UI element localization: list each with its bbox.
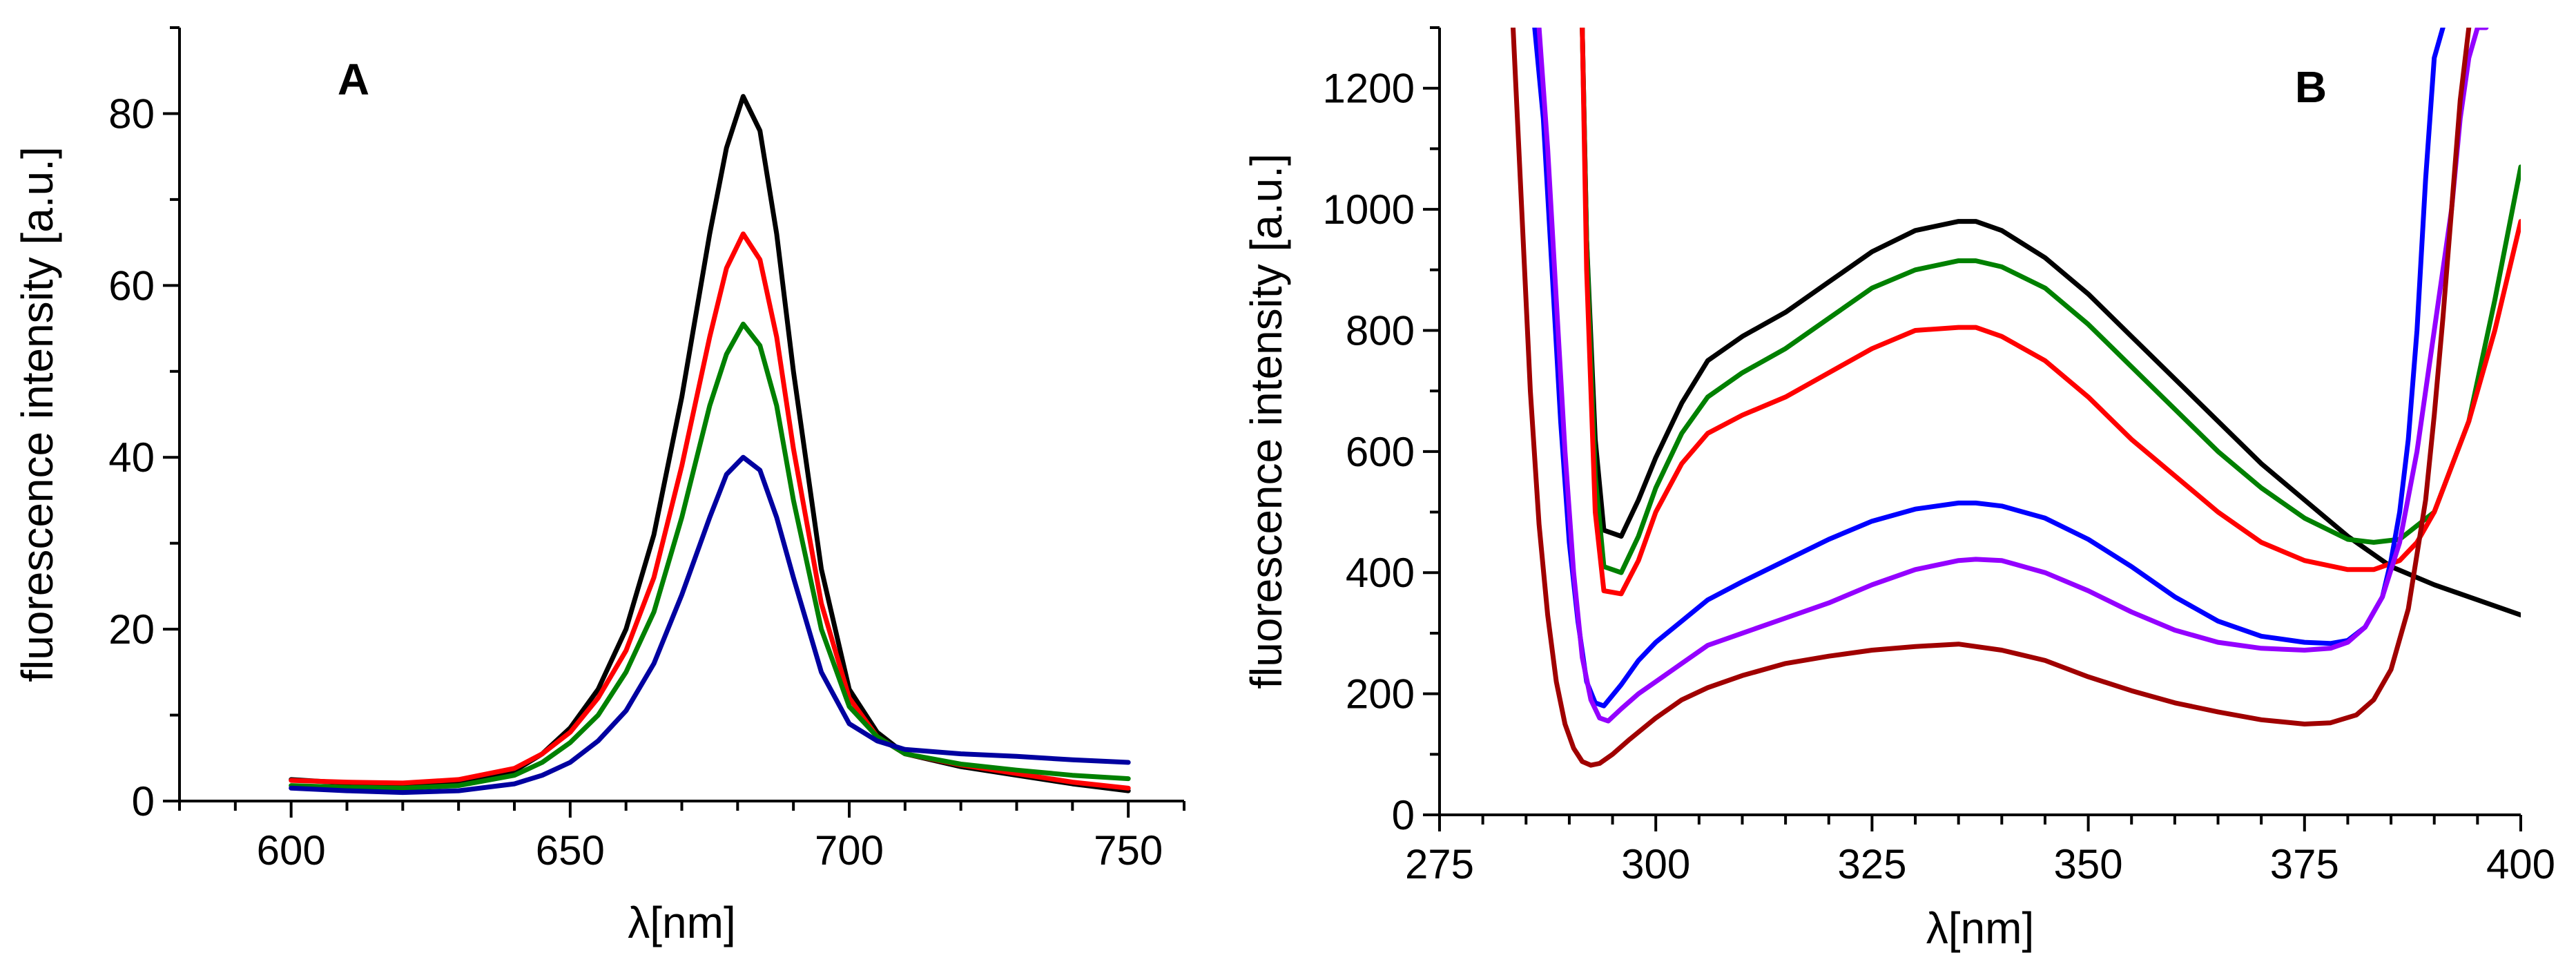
x-tick-label: 600 — [257, 827, 326, 874]
y-tick-label: 0 — [1392, 792, 1415, 838]
y-tick-label: 200 — [1346, 671, 1415, 717]
y-axis-label: fluorescence intensity [a.u.] — [12, 146, 62, 682]
x-tick-label: 700 — [815, 827, 884, 874]
series-line-green — [1580, 28, 2521, 575]
y-tick-label: 600 — [1346, 429, 1415, 475]
series-line-purple — [1536, 28, 2489, 724]
x-axis-label: λ[nm] — [628, 898, 735, 947]
x-tick-label: 650 — [536, 827, 605, 874]
y-tick-label: 20 — [108, 606, 155, 653]
y-tick-label: 1200 — [1323, 66, 1415, 112]
series-line-darkred — [1511, 28, 2472, 768]
series-line-blue — [1532, 28, 2446, 709]
x-axis-label: λ[nm] — [1926, 903, 2034, 953]
y-tick-label: 800 — [1346, 307, 1415, 354]
x-tick-label: 750 — [1094, 827, 1163, 874]
series-line-black — [1580, 28, 2521, 618]
panel-a: 600 650 700 750 0 20 40 60 80 λ[nm] fluorescence i… — [12, 26, 1185, 947]
y-tick-label: 1000 — [1323, 186, 1415, 233]
panel-b: 275 300 325 350 375 400 0 200 400 600 800 1000 1200 λ… — [1241, 26, 2555, 953]
series-line-red — [1580, 28, 2521, 597]
y-tick-label: 40 — [108, 434, 155, 481]
y-axis-label: fluorescence intensity [a.u.] — [1241, 153, 1291, 689]
y-tick-label: 60 — [108, 262, 155, 309]
x-tick-label: 375 — [2270, 841, 2339, 887]
panel-letter: A — [338, 55, 369, 104]
x-tick-label: 325 — [1837, 841, 1906, 887]
series-line-blue — [289, 454, 1131, 796]
series-group — [289, 94, 1131, 796]
y-tick-label: 400 — [1346, 550, 1415, 596]
x-tick-label: 275 — [1405, 841, 1474, 887]
x-tick-label: 300 — [1621, 841, 1690, 887]
x-tick-label: 400 — [2486, 841, 2555, 887]
y-tick-label: 0 — [132, 778, 155, 825]
series-line-black — [289, 94, 1131, 793]
x-tick-label: 350 — [2054, 841, 2123, 887]
series-group — [1511, 28, 2521, 768]
series-line-green — [289, 321, 1131, 791]
y-tick-label: 80 — [108, 90, 155, 137]
panel-letter: B — [2295, 62, 2327, 112]
